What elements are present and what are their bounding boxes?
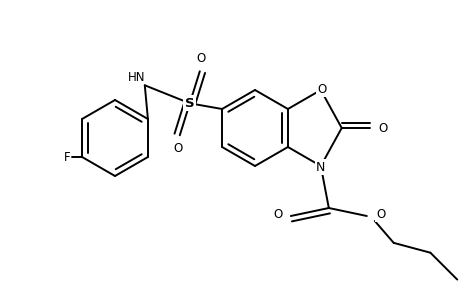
Text: O: O (196, 52, 205, 65)
Text: S: S (185, 97, 194, 110)
Text: O: O (273, 208, 282, 221)
Text: O: O (378, 122, 387, 134)
Text: O: O (173, 142, 182, 155)
Text: F: F (64, 151, 70, 164)
Text: N: N (315, 160, 325, 173)
Text: HN: HN (128, 71, 145, 84)
Text: O: O (375, 208, 385, 221)
Text: O: O (317, 82, 326, 95)
